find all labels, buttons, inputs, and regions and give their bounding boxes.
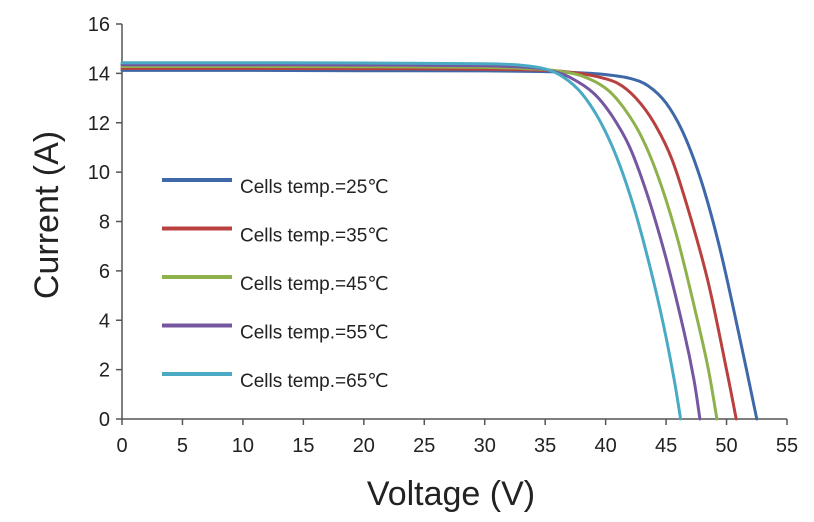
x-tick-label: 10	[232, 435, 254, 457]
x-tick-label: 0	[116, 435, 127, 457]
x-tick-label: 35	[534, 435, 556, 457]
y-tick-label: 0	[99, 409, 110, 431]
x-tick-label: 15	[292, 435, 314, 457]
y-tick-label: 2	[99, 360, 110, 382]
series-layer	[120, 61, 759, 421]
legend-label-5: Cells temp.=65℃	[240, 371, 389, 392]
x-tick-label: 30	[474, 435, 496, 457]
x-tick-label: 55	[776, 435, 798, 457]
series-line-1	[120, 68, 759, 421]
y-tick-label: 4	[99, 310, 110, 332]
series-line-5	[120, 61, 683, 421]
axes: 0 5 10 15 20 25 30 35 40 45 50 55 0 2 4 6 8 10 12 14 16	[88, 14, 798, 457]
legend-label-2: Cells temp.=35℃	[240, 226, 389, 247]
y-tick-label: 12	[88, 113, 110, 135]
x-tick-label: 20	[353, 435, 375, 457]
y-tick-label: 14	[88, 63, 110, 85]
legend-label-1: Cells temp.=25℃	[240, 177, 389, 198]
series-line-4	[120, 63, 702, 421]
x-axis-label: Voltage (V)	[367, 475, 535, 513]
legend-label-3: Cells temp.=45℃	[240, 274, 389, 295]
x-tick-label: 45	[655, 435, 677, 457]
y-axis-label: Current (A)	[28, 131, 66, 299]
y-tick-label: 6	[99, 261, 110, 283]
series-line-3	[120, 64, 719, 421]
x-tick-label: 50	[715, 435, 737, 457]
legend: Cells temp.=25℃ Cells temp.=35℃ Cells temp…	[162, 177, 389, 392]
series-line-2	[120, 66, 738, 421]
y-tick-label: 10	[88, 162, 110, 184]
y-tick-label: 8	[99, 212, 110, 234]
x-tick-label: 40	[595, 435, 617, 457]
y-tick-label: 16	[88, 14, 110, 36]
x-tick-label: 25	[413, 435, 435, 457]
x-tick-label: 5	[177, 435, 188, 457]
legend-label-4: Cells temp.=55℃	[240, 323, 389, 344]
